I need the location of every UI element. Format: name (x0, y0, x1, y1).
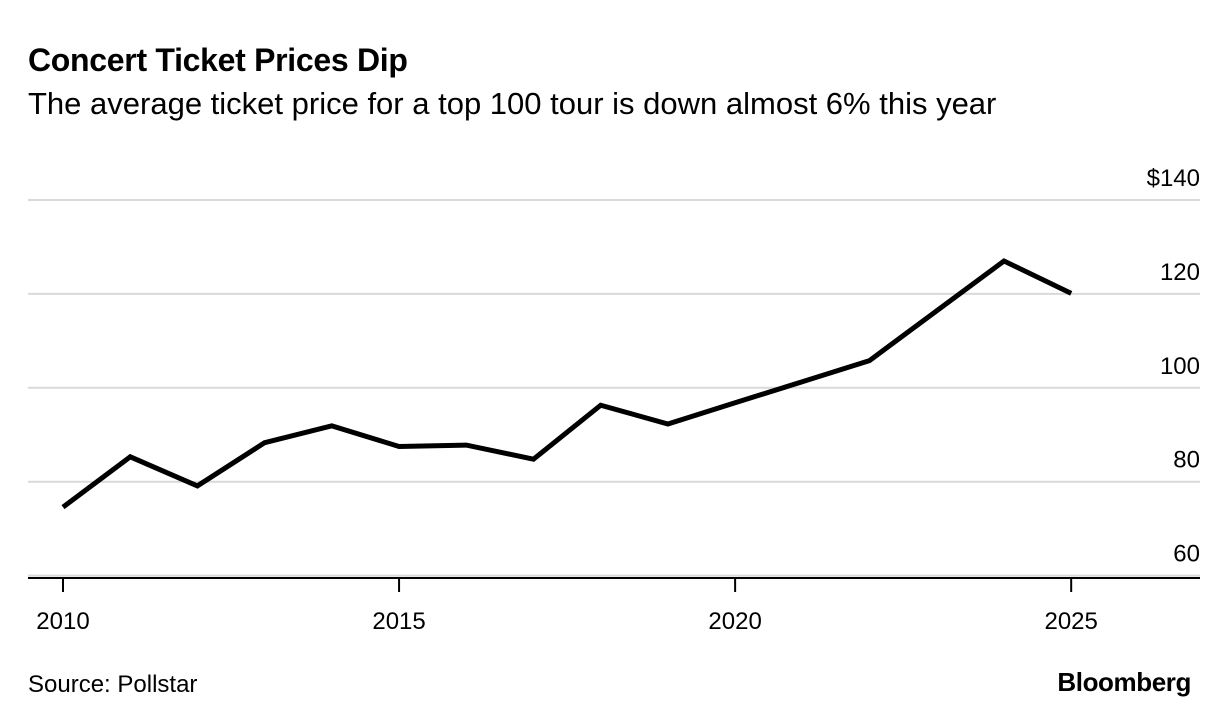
y-tick-label: 120 (1160, 259, 1200, 286)
y-tick-label: 80 (1173, 447, 1200, 474)
data-point (800, 379, 805, 384)
chart-subtitle: The average ticket price for a top 100 t… (28, 86, 997, 121)
data-point (464, 443, 469, 448)
data-point (329, 423, 334, 428)
x-tick-label: 2010 (36, 608, 89, 635)
data-point (867, 358, 872, 363)
data-point (1069, 291, 1074, 296)
y-axis-labels: $140 120 100 80 60 (1147, 165, 1200, 568)
series-line (61, 258, 1073, 510)
x-axis-labels: 2010 2015 2020 2025 (36, 608, 1098, 635)
y-tick-label: 60 (1173, 541, 1200, 568)
y-tick-label: $140 (1147, 165, 1200, 192)
x-tick-label: 2025 (1044, 608, 1097, 635)
gridlines (28, 199, 1200, 577)
data-point (598, 403, 603, 408)
data-point (195, 483, 200, 488)
bloomberg-logo: Bloomberg (1057, 667, 1191, 697)
x-tick-label: 2015 (372, 608, 425, 635)
data-point (262, 440, 267, 445)
source-note: Source: Pollstar (28, 671, 198, 698)
data-point (665, 422, 670, 427)
data-point (61, 505, 66, 510)
y-tick-label: 100 (1160, 353, 1200, 380)
data-point (531, 457, 536, 462)
data-point (733, 400, 738, 405)
chart-title: Concert Ticket Prices Dip (28, 42, 408, 78)
x-tick-label: 2020 (708, 608, 761, 635)
data-point (1002, 259, 1007, 264)
series-layer (61, 258, 1074, 510)
x-axis (28, 577, 1200, 592)
data-point (128, 454, 133, 459)
data-point (397, 444, 402, 449)
